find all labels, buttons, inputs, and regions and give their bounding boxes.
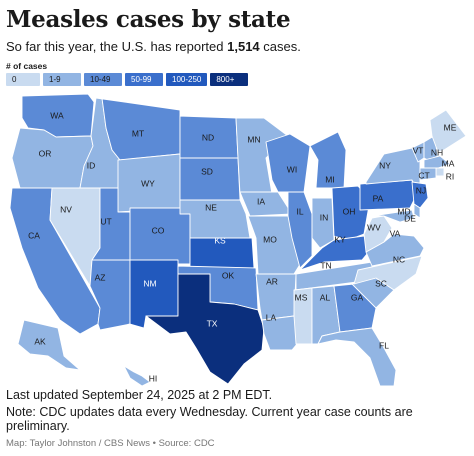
state-label-al: AL xyxy=(320,292,331,302)
us-state-map: WA OR CA NV ID MT WY UT AZ CO NM ND SD NE KS OK TX MN IA MO… xyxy=(0,88,474,388)
state-label-mo: MO xyxy=(263,234,277,244)
state-label-tx: TX xyxy=(207,318,218,328)
state-label-oh: OH xyxy=(343,206,356,216)
state-co xyxy=(129,207,191,265)
legend-item-0: 0 xyxy=(6,73,40,86)
state-label-pa: PA xyxy=(373,193,384,203)
legend-item-100-250: 100-250 xyxy=(166,73,208,86)
legend-label: 10-49 xyxy=(90,75,111,84)
state-label-ky: KY xyxy=(334,234,346,244)
legend-item-10-49: 10-49 xyxy=(84,73,122,86)
state-label-tn: TN xyxy=(320,260,331,270)
state-label-vt: VT xyxy=(413,145,424,155)
state-label-fl: FL xyxy=(379,340,389,350)
state-label-co: CO xyxy=(152,225,165,235)
credit-line: Map: Taylor Johnston / CBS News • Source… xyxy=(6,438,215,449)
data-note-text: Note: CDC updates data every Wednesday. … xyxy=(6,405,413,433)
state-ct xyxy=(419,167,437,181)
legend-item-1-9: 1-9 xyxy=(43,73,81,86)
state-label-ga: GA xyxy=(351,292,364,302)
subtitle-prefix: So far this year, the U.S. has reported xyxy=(6,39,228,54)
state-mn xyxy=(235,117,289,195)
subtitle-suffix: cases. xyxy=(259,39,301,54)
legend-title: # of cases xyxy=(6,61,48,71)
state-label-sd: SD xyxy=(201,166,213,176)
state-nj xyxy=(411,181,429,209)
state-label-mn: MN xyxy=(247,134,260,144)
state-label-nm: NM xyxy=(143,278,156,288)
state-label-nd: ND xyxy=(202,132,214,142)
state-label-ut: UT xyxy=(100,216,111,226)
legend-label: 0 xyxy=(12,75,17,84)
state-label-ks: KS xyxy=(214,235,226,245)
legend-item-800plus: 800+ xyxy=(210,73,249,86)
state-me xyxy=(429,109,467,153)
state-label-ct: CT xyxy=(418,170,429,180)
chart-title: Measles cases by state xyxy=(6,6,291,33)
state-sd xyxy=(179,157,241,201)
state-label-la: LA xyxy=(266,312,277,322)
state-label-de: DE xyxy=(404,213,416,223)
state-label-wi: WI xyxy=(287,164,297,174)
state-label-il: IL xyxy=(296,206,303,216)
state-label-ma: MA xyxy=(442,158,455,168)
state-fl xyxy=(317,327,397,387)
state-ms xyxy=(293,287,313,345)
state-va xyxy=(365,233,425,267)
state-label-wy: WY xyxy=(141,178,155,188)
state-de xyxy=(413,203,421,219)
state-hi xyxy=(123,365,151,387)
state-ia xyxy=(239,191,293,217)
legend-label: 100-250 xyxy=(172,75,202,84)
state-label-wa: WA xyxy=(50,110,64,120)
state-or xyxy=(11,127,94,189)
state-label-nh: NH xyxy=(431,147,443,157)
legend-label: 1-9 xyxy=(49,75,61,84)
last-updated-text: Last updated September 24, 2025 at 2 PM … xyxy=(6,388,273,402)
map-svg: WA OR CA NV ID MT WY UT AZ CO NM ND SD NE KS OK TX MN IA MO… xyxy=(9,93,467,387)
state-label-id: ID xyxy=(87,160,96,170)
state-label-ne: NE xyxy=(205,202,217,212)
chart-subtitle: So far this year, the U.S. has reported … xyxy=(6,39,301,54)
state-label-ri: RI xyxy=(446,171,455,181)
state-ma xyxy=(423,155,451,169)
total-case-count: 1,514 xyxy=(227,39,260,54)
state-label-az: AZ xyxy=(95,272,106,282)
legend-item-50-99: 50-99 xyxy=(125,73,163,86)
state-ak xyxy=(17,319,81,371)
legend: 0 1-9 10-49 50-99 100-250 800+ xyxy=(6,73,249,86)
state-label-mi: MI xyxy=(325,174,334,184)
state-label-va: VA xyxy=(390,228,401,238)
state-md xyxy=(371,209,415,223)
state-ri xyxy=(435,167,445,177)
state-label-md: MD xyxy=(397,206,410,216)
state-label-ms: MS xyxy=(295,292,308,302)
state-label-sc: SC xyxy=(375,278,387,288)
legend-label: 50-99 xyxy=(131,75,152,84)
state-label-hi: HI xyxy=(149,373,158,383)
state-label-in: IN xyxy=(320,212,329,222)
state-label-ak: AK xyxy=(34,336,46,346)
state-il xyxy=(287,191,313,269)
state-label-ar: AR xyxy=(266,276,278,286)
state-in xyxy=(311,197,335,249)
state-nc xyxy=(353,255,423,291)
state-label-ny: NY xyxy=(379,160,391,170)
state-label-ok: OK xyxy=(222,270,235,280)
state-tx xyxy=(145,273,265,385)
state-label-nv: NV xyxy=(60,204,72,214)
state-label-me: ME xyxy=(444,122,457,132)
legend-label: 800+ xyxy=(216,75,235,84)
state-wv xyxy=(363,215,393,253)
state-label-ia: IA xyxy=(257,196,265,206)
state-label-wv: WV xyxy=(367,222,381,232)
state-label-nj: NJ xyxy=(416,185,426,195)
state-wi xyxy=(265,133,311,193)
state-label-or: OR xyxy=(39,148,52,158)
state-label-ca: CA xyxy=(28,230,40,240)
state-ga xyxy=(333,283,377,333)
state-label-nc: NC xyxy=(393,254,405,264)
state-label-mt: MT xyxy=(132,128,144,138)
